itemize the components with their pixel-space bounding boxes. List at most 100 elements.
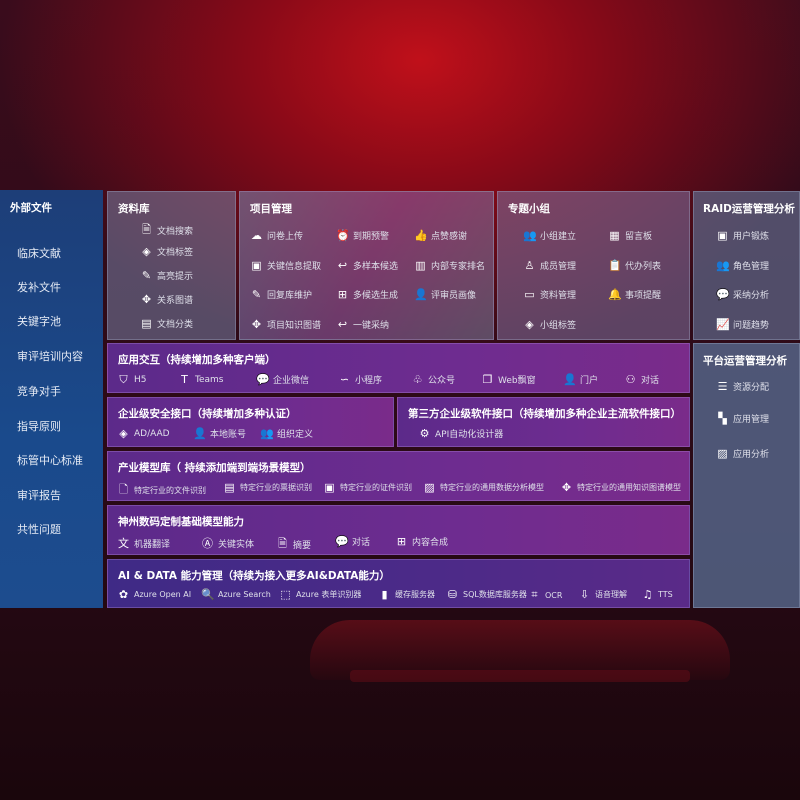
project-item[interactable]: ⊞ 多候选生成 bbox=[336, 288, 398, 301]
industry-item[interactable]: ✥ 特定行业的通用知识图谱模型 bbox=[560, 481, 681, 494]
project-item[interactable]: ↩ 一键采纳 bbox=[336, 318, 389, 331]
cache-icon: ▮ bbox=[381, 588, 388, 601]
item-label: 用户锻炼 bbox=[733, 232, 770, 242]
security-item[interactable]: 👥 组织定义 bbox=[260, 427, 313, 440]
chat-icon: ⚇ bbox=[625, 373, 636, 386]
item-label: 特定行业的通用数据分析模型 bbox=[440, 483, 544, 492]
ai-data-item[interactable]: ⇩ 语音理解 bbox=[578, 588, 627, 601]
ai-data-item[interactable]: ♫ TTS bbox=[641, 588, 673, 601]
ai-data-item[interactable]: ✿ Azure Open AI bbox=[117, 588, 191, 601]
group-item[interactable]: 🔔 事项提醒 bbox=[608, 288, 661, 301]
base-model-item[interactable]: 🗎 摘要 bbox=[276, 535, 311, 554]
item-label: 对话 bbox=[641, 376, 660, 386]
third-party-item[interactable]: ⚙ API自动化设计器 bbox=[418, 427, 504, 440]
security-panel: 企业级安全接口（持续增加多种认证） ◈ AD/AAD 👤 本地账号 👥 组织定义 bbox=[107, 397, 394, 447]
group-item[interactable]: 👥 小组建立 bbox=[523, 229, 576, 242]
sidebar-item[interactable]: 标管中心标准 bbox=[17, 454, 83, 467]
project-item[interactable]: ✥ 项目知识图谱 bbox=[250, 318, 321, 331]
base-model-item[interactable]: ⊞ 内容合成 bbox=[395, 535, 448, 548]
security-item[interactable]: 👤 本地账号 bbox=[193, 427, 246, 440]
raid-item[interactable]: 💬 采纳分析 bbox=[716, 288, 769, 301]
platform-item[interactable]: ▨ 应用分析 bbox=[716, 447, 769, 460]
item-label: 点赞感谢 bbox=[431, 232, 468, 242]
industry-item[interactable]: ▨ 特定行业的通用数据分析模型 bbox=[423, 481, 544, 494]
sidebar-item[interactable]: 临床文献 bbox=[17, 247, 61, 260]
library-item[interactable]: ◈ 文档标签 bbox=[140, 245, 193, 258]
app-item[interactable]: ⚇ 对话 bbox=[624, 373, 659, 386]
item-label: 成员管理 bbox=[540, 262, 577, 272]
industry-item[interactable]: ▤ 特定行业的票据识别 bbox=[223, 481, 312, 494]
doc-category-icon: ▤ bbox=[141, 317, 152, 330]
platform-item[interactable]: ▚ 应用管理 bbox=[716, 412, 769, 425]
ai-data-item[interactable]: ▮ 缓存服务器 bbox=[378, 588, 435, 601]
security-item[interactable]: ◈ AD/AAD bbox=[117, 427, 170, 440]
sidebar-item[interactable]: 发补文件 bbox=[17, 281, 61, 294]
chat-icon: 💬 bbox=[335, 535, 349, 548]
thumbs-up-icon: 👍 bbox=[414, 229, 428, 242]
ai-data-item[interactable]: ⬚ Azure 表单识别器 bbox=[279, 588, 361, 601]
sidebar-item[interactable]: 指导原则 bbox=[17, 420, 61, 433]
group-item[interactable]: 📋 代办列表 bbox=[608, 259, 661, 272]
app-item[interactable]: 👤 门户 bbox=[563, 373, 598, 386]
item-label: 语音理解 bbox=[595, 590, 627, 599]
group-item[interactable]: ◈ 小组标签 bbox=[523, 318, 576, 331]
item-label: 企业微信 bbox=[273, 376, 310, 386]
raid-item[interactable]: ▣ 用户锻炼 bbox=[716, 229, 769, 242]
sidebar-item[interactable]: 关键字池 bbox=[17, 315, 61, 328]
app-item[interactable]: ⛉ H5 bbox=[117, 373, 146, 387]
project-item[interactable]: 👍 点赞感谢 bbox=[414, 229, 467, 242]
sidebar-item[interactable]: 审评报告 bbox=[17, 489, 61, 502]
window-icon: ❐ bbox=[482, 373, 493, 386]
base-model-item[interactable]: 💬 对话 bbox=[335, 535, 370, 548]
ai-data-title: AI & DATA 能力管理（持续为接入更多AI&DATA能力） bbox=[118, 570, 390, 582]
item-label: 公众号 bbox=[428, 376, 456, 386]
item-label: 项目知识图谱 bbox=[267, 321, 322, 331]
sidebar-item[interactable]: 竞争对手 bbox=[17, 385, 61, 398]
platform-item[interactable]: ☰ 资源分配 bbox=[716, 380, 769, 393]
industry-panel: 产业模型库（ 持续添加端到端场景模型） 🗋 特定行业的文件识别 ▤ 特定行业的票据识… bbox=[107, 451, 690, 501]
industry-item[interactable]: 🗋 特定行业的文件识别 bbox=[117, 481, 206, 500]
raid-item[interactable]: 📈 问题趋势 bbox=[716, 318, 769, 331]
puzzle-icon: ⊞ bbox=[337, 288, 348, 301]
project-item[interactable]: ▣ 关键信息提取 bbox=[250, 259, 321, 272]
project-item[interactable]: 👤 评审员画像 bbox=[414, 288, 476, 301]
app-item[interactable]: 💬 企业微信 bbox=[256, 373, 309, 386]
item-label: AD/AAD bbox=[134, 428, 170, 439]
base-model-item[interactable]: 文机器翻译 bbox=[117, 535, 170, 551]
ai-data-item[interactable]: 🔍 Azure Search bbox=[201, 588, 271, 601]
ai-data-item[interactable]: ⌗ OCR bbox=[528, 588, 562, 602]
project-item[interactable]: ✎ 回复库维护 bbox=[250, 288, 312, 301]
users-icon: 👥 bbox=[716, 259, 730, 272]
library-item[interactable]: ✎ 高亮提示 bbox=[140, 269, 193, 282]
item-label: Azure 表单识别器 bbox=[296, 590, 362, 599]
file-icon: 🗋 bbox=[119, 483, 128, 496]
item-label: 高亮提示 bbox=[157, 272, 194, 282]
industry-item[interactable]: ▣ 特定行业的证件识别 bbox=[323, 481, 412, 494]
sidebar: 外部文件 临床文献 发补文件 关键字池 审评培训内容 竞争对手 指导原则 标管中… bbox=[0, 190, 103, 608]
sidebar-item[interactable]: 审评培训内容 bbox=[17, 350, 83, 363]
app-item[interactable]: ❐ Web飘窗 bbox=[481, 373, 536, 386]
library-panel: 资料库 🗎 文档搜索 ◈ 文档标签 ✎ 高亮提示 ✥ 关系图谱 ▤ 文档分类 bbox=[107, 191, 236, 340]
portal-icon: 👤 bbox=[563, 373, 577, 386]
ai-data-item[interactable]: ⛁ SQL数据库服务器 bbox=[446, 588, 527, 601]
sidebar-item[interactable]: 共性问题 bbox=[17, 523, 61, 536]
library-item[interactable]: 🗎 文档搜索 bbox=[140, 221, 193, 240]
library-item[interactable]: ▤ 文档分类 bbox=[140, 317, 193, 330]
library-item[interactable]: ✥ 关系图谱 bbox=[140, 293, 193, 306]
group-title: 专题小组 bbox=[508, 203, 550, 215]
project-item[interactable]: ⏰ 到期预警 bbox=[336, 229, 389, 242]
app-item[interactable]: ∽ 小程序 bbox=[338, 373, 382, 386]
project-item[interactable]: ↩ 多样本候选 bbox=[336, 259, 398, 272]
group-item[interactable]: ▭ 资料管理 bbox=[523, 288, 576, 301]
project-item[interactable]: ▥ 内部专家排名 bbox=[414, 259, 485, 272]
raid-item[interactable]: 👥 角色管理 bbox=[716, 259, 769, 272]
base-model-item[interactable]: Ⓐ 关键实体 bbox=[201, 535, 254, 551]
account-icon: 👤 bbox=[193, 427, 207, 440]
group-item[interactable]: ♙ 成员管理 bbox=[523, 259, 576, 272]
project-item[interactable]: ☁ 问卷上传 bbox=[250, 229, 303, 242]
app-item[interactable]: T Teams bbox=[178, 373, 223, 386]
group-item[interactable]: ▦ 留言板 bbox=[608, 229, 652, 242]
apps-icon: ▚ bbox=[718, 412, 727, 425]
app-item[interactable]: ♧ 公众号 bbox=[411, 373, 455, 386]
item-label: 文档分类 bbox=[157, 320, 194, 330]
